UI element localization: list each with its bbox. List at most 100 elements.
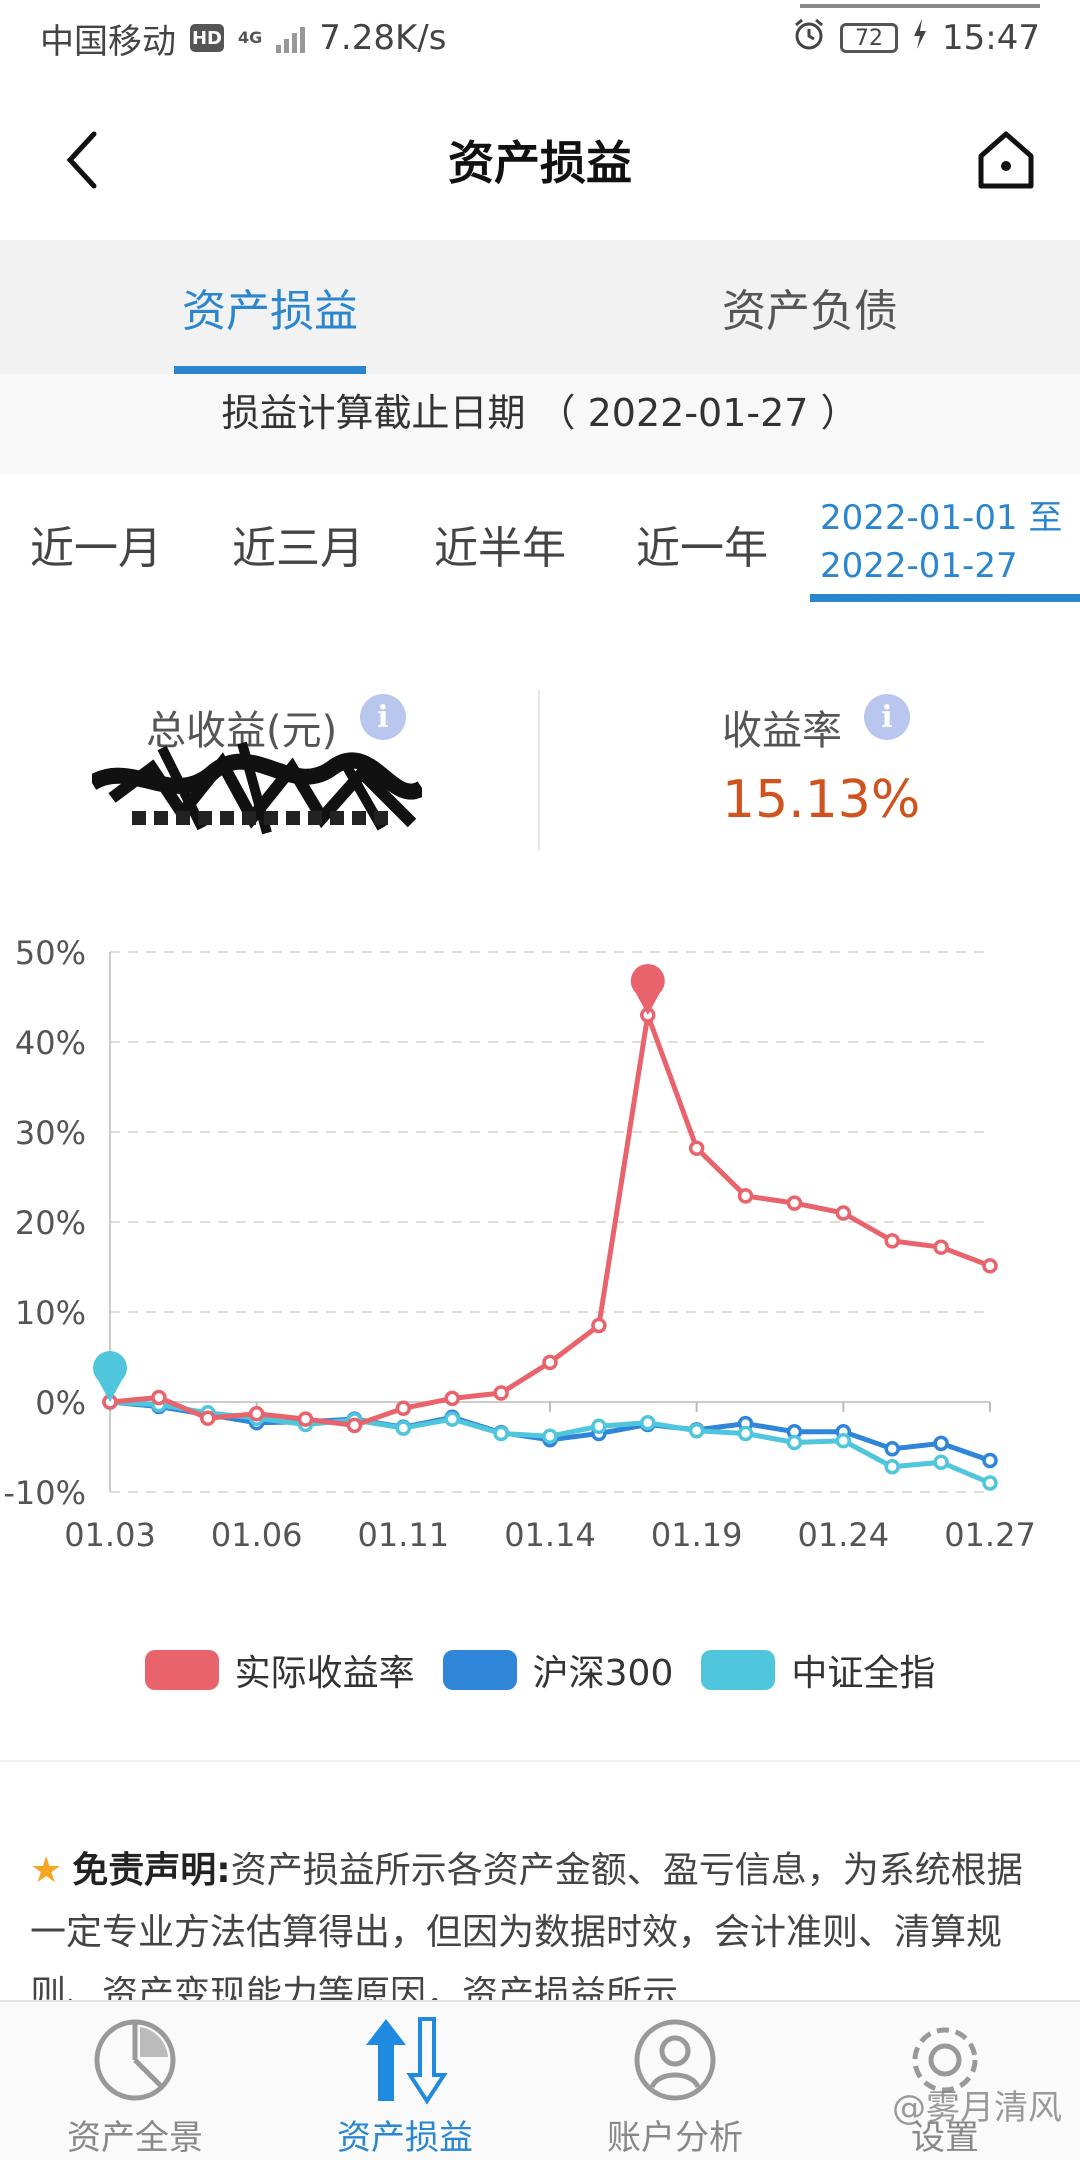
data-point bbox=[297, 1411, 314, 1427]
return-line-chart: 50% 40% 30% 20% 10% 0% -10% 01.03 01.06 01.11 01.1… bbox=[3, 934, 1035, 1554]
data-point bbox=[688, 1423, 705, 1439]
data-point bbox=[444, 1390, 460, 1407]
data-point bbox=[395, 1420, 412, 1436]
data-point bbox=[982, 1258, 998, 1274]
custom-range-underline bbox=[810, 594, 1080, 602]
legend-item-csi-all[interactable]: 中证全指 bbox=[701, 1644, 935, 1696]
y-tick-label: 40% bbox=[15, 1024, 86, 1062]
data-point bbox=[688, 1140, 705, 1156]
pie-chart-icon bbox=[89, 2014, 181, 2106]
section-divider bbox=[0, 1760, 1080, 1762]
data-point bbox=[151, 1389, 167, 1406]
tab-asset-liability[interactable]: 资产负债 bbox=[722, 286, 898, 337]
return-chart: 50% 40% 30% 20% 10% 0% -10% 01.03 01.06 01.11 01.1… bbox=[0, 920, 1080, 1560]
period-6-months[interactable]: 近半年 bbox=[434, 523, 566, 574]
data-point bbox=[835, 1432, 852, 1449]
data-point bbox=[542, 1354, 558, 1371]
pin-marker bbox=[93, 1350, 127, 1402]
data-point bbox=[591, 1317, 607, 1334]
status-bar: 中国移动 HD 4G 7.28K/s 72 15:47 bbox=[0, 0, 1080, 76]
disclaimer: ★ 免责声明:资产损益所示各资产金额、盈亏信息，为系统根据一定专业方法估算得出，但… bbox=[30, 1840, 1030, 2000]
return-rate-label: 收益率 bbox=[722, 708, 842, 754]
period-3-months[interactable]: 近三月 bbox=[232, 523, 364, 574]
bottom-nav: 资产全景 资产损益 账户分析 设置 bbox=[0, 2000, 1080, 2160]
disclaimer-text: 资产损益所示各资产金额、盈亏信息，为系统根据一定专业方法估算得出，但因为数据时效… bbox=[30, 1850, 1023, 2000]
pin-marker bbox=[630, 963, 665, 1015]
signal-icon bbox=[276, 23, 306, 53]
data-point bbox=[982, 1452, 998, 1469]
chart-legend: 实际收益率 沪深300 中证全指 bbox=[0, 1640, 1080, 1700]
back-button[interactable] bbox=[46, 124, 118, 196]
data-point bbox=[542, 1428, 558, 1444]
legend-item-hs300[interactable]: 沪深300 bbox=[442, 1644, 674, 1696]
cutoff-date-text: 损益计算截止日期 （ 2022-01-27 ） bbox=[0, 374, 1080, 474]
data-point bbox=[884, 1441, 900, 1457]
data-point bbox=[884, 1233, 900, 1249]
redacted-value-scribble bbox=[92, 741, 422, 835]
data-point bbox=[933, 1435, 949, 1452]
y-tick-label: -10% bbox=[3, 1474, 86, 1512]
x-tick-label: 01.06 bbox=[211, 1516, 303, 1554]
total-profit-block: 总收益(元) i bbox=[0, 680, 538, 850]
data-point bbox=[248, 1405, 265, 1422]
user-circle-icon bbox=[629, 2014, 721, 2106]
up-down-arrows-icon bbox=[359, 2014, 451, 2106]
gear-icon bbox=[899, 2014, 991, 2106]
return-rate-block: 收益率 i 15.13% bbox=[540, 680, 1080, 850]
home-button[interactable] bbox=[970, 124, 1042, 196]
nav-item-settings[interactable]: 设置 bbox=[810, 2002, 1080, 2160]
x-tick-label: 01.19 bbox=[651, 1516, 743, 1554]
carrier-label: 中国移动 bbox=[40, 21, 176, 62]
legend-item-actual[interactable]: 实际收益率 bbox=[144, 1644, 415, 1696]
legend-swatch bbox=[701, 1650, 776, 1690]
legend-label: 中证全指 bbox=[791, 1653, 936, 1694]
data-point bbox=[395, 1400, 412, 1417]
x-tick-label: 01.03 bbox=[64, 1516, 156, 1554]
data-point bbox=[737, 1188, 754, 1204]
data-point bbox=[493, 1425, 509, 1442]
y-tick-label: 0% bbox=[35, 1384, 86, 1422]
star-icon: ★ bbox=[30, 1850, 63, 1891]
data-point bbox=[346, 1417, 363, 1434]
chevron-left-icon bbox=[66, 131, 97, 189]
disclaimer-title: 免责声明: bbox=[72, 1850, 231, 1891]
period-custom-range[interactable]: 2022-01-01 至 2022-01-27 bbox=[810, 494, 1080, 602]
period-1-year[interactable]: 近一年 bbox=[636, 523, 768, 574]
period-filter: 近一月 近三月 近半年 近一年 2022-01-01 至 2022-01-27 bbox=[0, 474, 1080, 614]
legend-swatch bbox=[144, 1650, 219, 1690]
status-right: 72 15:47 bbox=[792, 17, 1040, 60]
charging-icon bbox=[912, 18, 928, 58]
x-tick-label: 01.11 bbox=[358, 1516, 450, 1554]
period-1-month[interactable]: 近一月 bbox=[30, 523, 162, 574]
app-bar: 资产损益 bbox=[0, 80, 1080, 240]
watermark: @雾月清风 bbox=[892, 2088, 1062, 2128]
nav-label: 资产全景 bbox=[67, 2118, 203, 2158]
nav-item-asset-overview[interactable]: 资产全景 bbox=[0, 2002, 270, 2160]
tab-asset-profit[interactable]: 资产损益 bbox=[0, 240, 540, 374]
nav-item-asset-profit[interactable]: 资产损益 bbox=[270, 2002, 540, 2160]
battery-icon: 72 bbox=[840, 23, 899, 53]
x-tick-label: 01.14 bbox=[504, 1516, 596, 1554]
custom-range-end: 2022-01-27 bbox=[820, 546, 1018, 586]
status-indicator-line bbox=[800, 4, 1040, 8]
network-speed: 7.28K/s bbox=[319, 18, 447, 58]
nav-label: 账户分析 bbox=[607, 2118, 743, 2158]
data-point bbox=[884, 1459, 900, 1475]
custom-range-start: 2022-01-01 至 bbox=[820, 498, 1063, 538]
data-point bbox=[640, 1414, 656, 1431]
alarm-icon bbox=[792, 17, 826, 60]
page-title: 资产损益 bbox=[448, 136, 632, 190]
legend-label: 沪深300 bbox=[532, 1653, 674, 1694]
nav-item-account-analysis[interactable]: 账户分析 bbox=[540, 2002, 810, 2160]
return-rate-value: 15.13% bbox=[722, 770, 921, 830]
summary-panel: 总收益(元) i 收益率 i 15.13% bbox=[0, 680, 1080, 850]
data-point bbox=[786, 1195, 803, 1211]
hd-icon: HD bbox=[190, 24, 224, 52]
info-icon[interactable]: i bbox=[864, 694, 910, 740]
data-point bbox=[493, 1385, 509, 1401]
legend-label: 实际收益率 bbox=[234, 1653, 415, 1694]
data-point bbox=[737, 1425, 754, 1442]
info-icon[interactable]: i bbox=[360, 694, 406, 740]
y-tick-label: 50% bbox=[15, 934, 86, 972]
data-point bbox=[835, 1205, 852, 1221]
